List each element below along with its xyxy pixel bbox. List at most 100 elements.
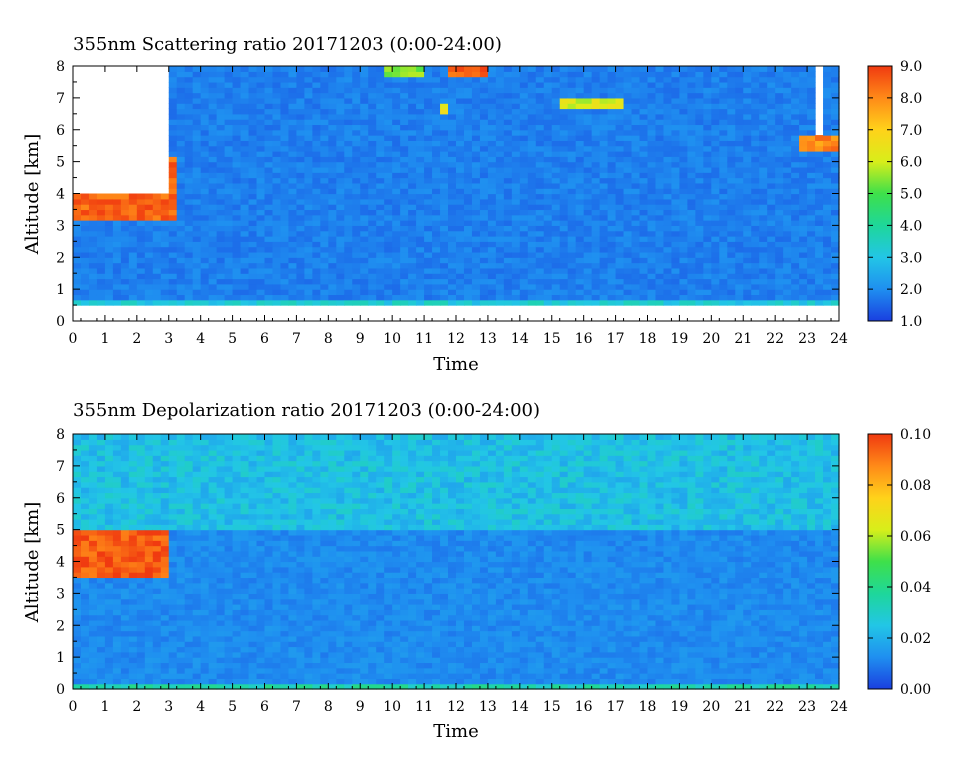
heatmap-cell bbox=[503, 66, 513, 72]
heatmap-cell bbox=[647, 278, 657, 285]
heatmap-cell bbox=[639, 108, 649, 115]
heatmap-cell bbox=[615, 76, 625, 83]
heatmap-cell bbox=[104, 246, 114, 253]
heatmap-cell bbox=[671, 294, 681, 301]
heatmap-cell bbox=[575, 66, 585, 72]
heatmap-cell bbox=[615, 193, 625, 200]
heatmap-cell bbox=[120, 465, 130, 472]
heatmap-cell bbox=[495, 299, 505, 306]
heatmap-cell bbox=[320, 135, 329, 141]
heatmap-cell bbox=[360, 236, 369, 242]
heatmap-cell bbox=[503, 236, 513, 242]
heatmap-cell bbox=[791, 225, 800, 232]
heatmap-cell bbox=[631, 273, 641, 280]
heatmap-cell bbox=[240, 262, 250, 269]
x-tick-label: 22 bbox=[766, 331, 784, 347]
heatmap-cell bbox=[184, 545, 194, 552]
heatmap-cell bbox=[168, 188, 178, 195]
heatmap-cell bbox=[73, 673, 82, 679]
heatmap-cell bbox=[368, 236, 377, 242]
heatmap-cell bbox=[448, 166, 457, 173]
heatmap-cell bbox=[408, 262, 417, 269]
heatmap-cell bbox=[400, 294, 409, 301]
heatmap-cell bbox=[144, 193, 154, 200]
heatmap-cell bbox=[184, 103, 194, 110]
heatmap-cell bbox=[232, 230, 242, 237]
heatmap-cell bbox=[352, 214, 361, 221]
heatmap-cell bbox=[511, 225, 521, 232]
heatmap-cell bbox=[80, 273, 90, 280]
heatmap-cell bbox=[440, 204, 449, 211]
heatmap-cell bbox=[695, 294, 704, 301]
heatmap-cell bbox=[232, 108, 242, 115]
heatmap-cell bbox=[176, 299, 186, 306]
heatmap-cell bbox=[743, 140, 752, 147]
heatmap-cell bbox=[160, 625, 170, 632]
heatmap-cell bbox=[511, 246, 521, 253]
heatmap-cell bbox=[112, 503, 122, 509]
heatmap-cell bbox=[136, 524, 146, 531]
heatmap-cell bbox=[671, 129, 681, 136]
heatmap-cell bbox=[695, 113, 704, 120]
heatmap-cell bbox=[687, 135, 696, 141]
heatmap-cell bbox=[615, 124, 625, 131]
heatmap-cell bbox=[384, 113, 393, 120]
heatmap-cell bbox=[184, 641, 194, 648]
heatmap-cell bbox=[88, 593, 98, 600]
heatmap-cell bbox=[607, 108, 617, 115]
heatmap-cell bbox=[128, 220, 138, 226]
heatmap-cell bbox=[599, 166, 609, 173]
heatmap-cell bbox=[344, 129, 353, 136]
heatmap-cell bbox=[104, 193, 114, 200]
heatmap-cell bbox=[487, 81, 497, 88]
heatmap-cell bbox=[200, 651, 210, 658]
heatmap-cell bbox=[463, 278, 473, 285]
heatmap-cell bbox=[112, 513, 122, 520]
heatmap-cell bbox=[256, 97, 266, 104]
heatmap-cell bbox=[655, 161, 665, 168]
heatmap-cell bbox=[416, 103, 425, 110]
heatmap-cell bbox=[440, 251, 449, 258]
heatmap-cell bbox=[527, 66, 537, 72]
heatmap-cell bbox=[144, 487, 154, 494]
heatmap-cell bbox=[144, 566, 154, 573]
heatmap-cell bbox=[416, 225, 425, 232]
heatmap-cell bbox=[799, 204, 808, 211]
heatmap-cell bbox=[831, 278, 840, 285]
heatmap-cell bbox=[128, 572, 138, 579]
heatmap-cell bbox=[312, 108, 321, 115]
heatmap-cell bbox=[272, 241, 282, 248]
heatmap-cell bbox=[416, 177, 425, 184]
heatmap-cell bbox=[471, 97, 481, 104]
heatmap-cell bbox=[487, 209, 497, 216]
heatmap-cell bbox=[463, 236, 473, 242]
heatmap-cell bbox=[671, 140, 681, 147]
heatmap-cell bbox=[304, 140, 313, 147]
heatmap-cell bbox=[73, 604, 82, 610]
heatmap-cell bbox=[136, 651, 146, 658]
heatmap-cell bbox=[783, 71, 792, 78]
heatmap-cell bbox=[104, 294, 114, 301]
heatmap-cell bbox=[336, 81, 345, 88]
heatmap-cell bbox=[767, 283, 776, 290]
heatmap-cell bbox=[240, 220, 250, 226]
heatmap-cell bbox=[280, 225, 290, 232]
heatmap-cell bbox=[671, 103, 681, 110]
heatmap-cell bbox=[400, 172, 409, 179]
heatmap-cell bbox=[408, 246, 417, 253]
heatmap-cell bbox=[767, 294, 776, 301]
heatmap-cell bbox=[352, 166, 361, 173]
heatmap-cell bbox=[192, 678, 202, 685]
heatmap-cell bbox=[160, 476, 170, 483]
heatmap-cell bbox=[368, 172, 377, 179]
heatmap-cell bbox=[160, 204, 170, 211]
heatmap-cell bbox=[96, 673, 106, 679]
heatmap-cell bbox=[831, 145, 840, 152]
heatmap-cell bbox=[248, 236, 258, 242]
heatmap-cell bbox=[344, 262, 353, 269]
heatmap-cell bbox=[655, 251, 665, 258]
heatmap-cell bbox=[200, 683, 210, 690]
heatmap-cell bbox=[96, 455, 106, 462]
heatmap-cell bbox=[679, 262, 688, 269]
heatmap-cell bbox=[232, 236, 242, 242]
